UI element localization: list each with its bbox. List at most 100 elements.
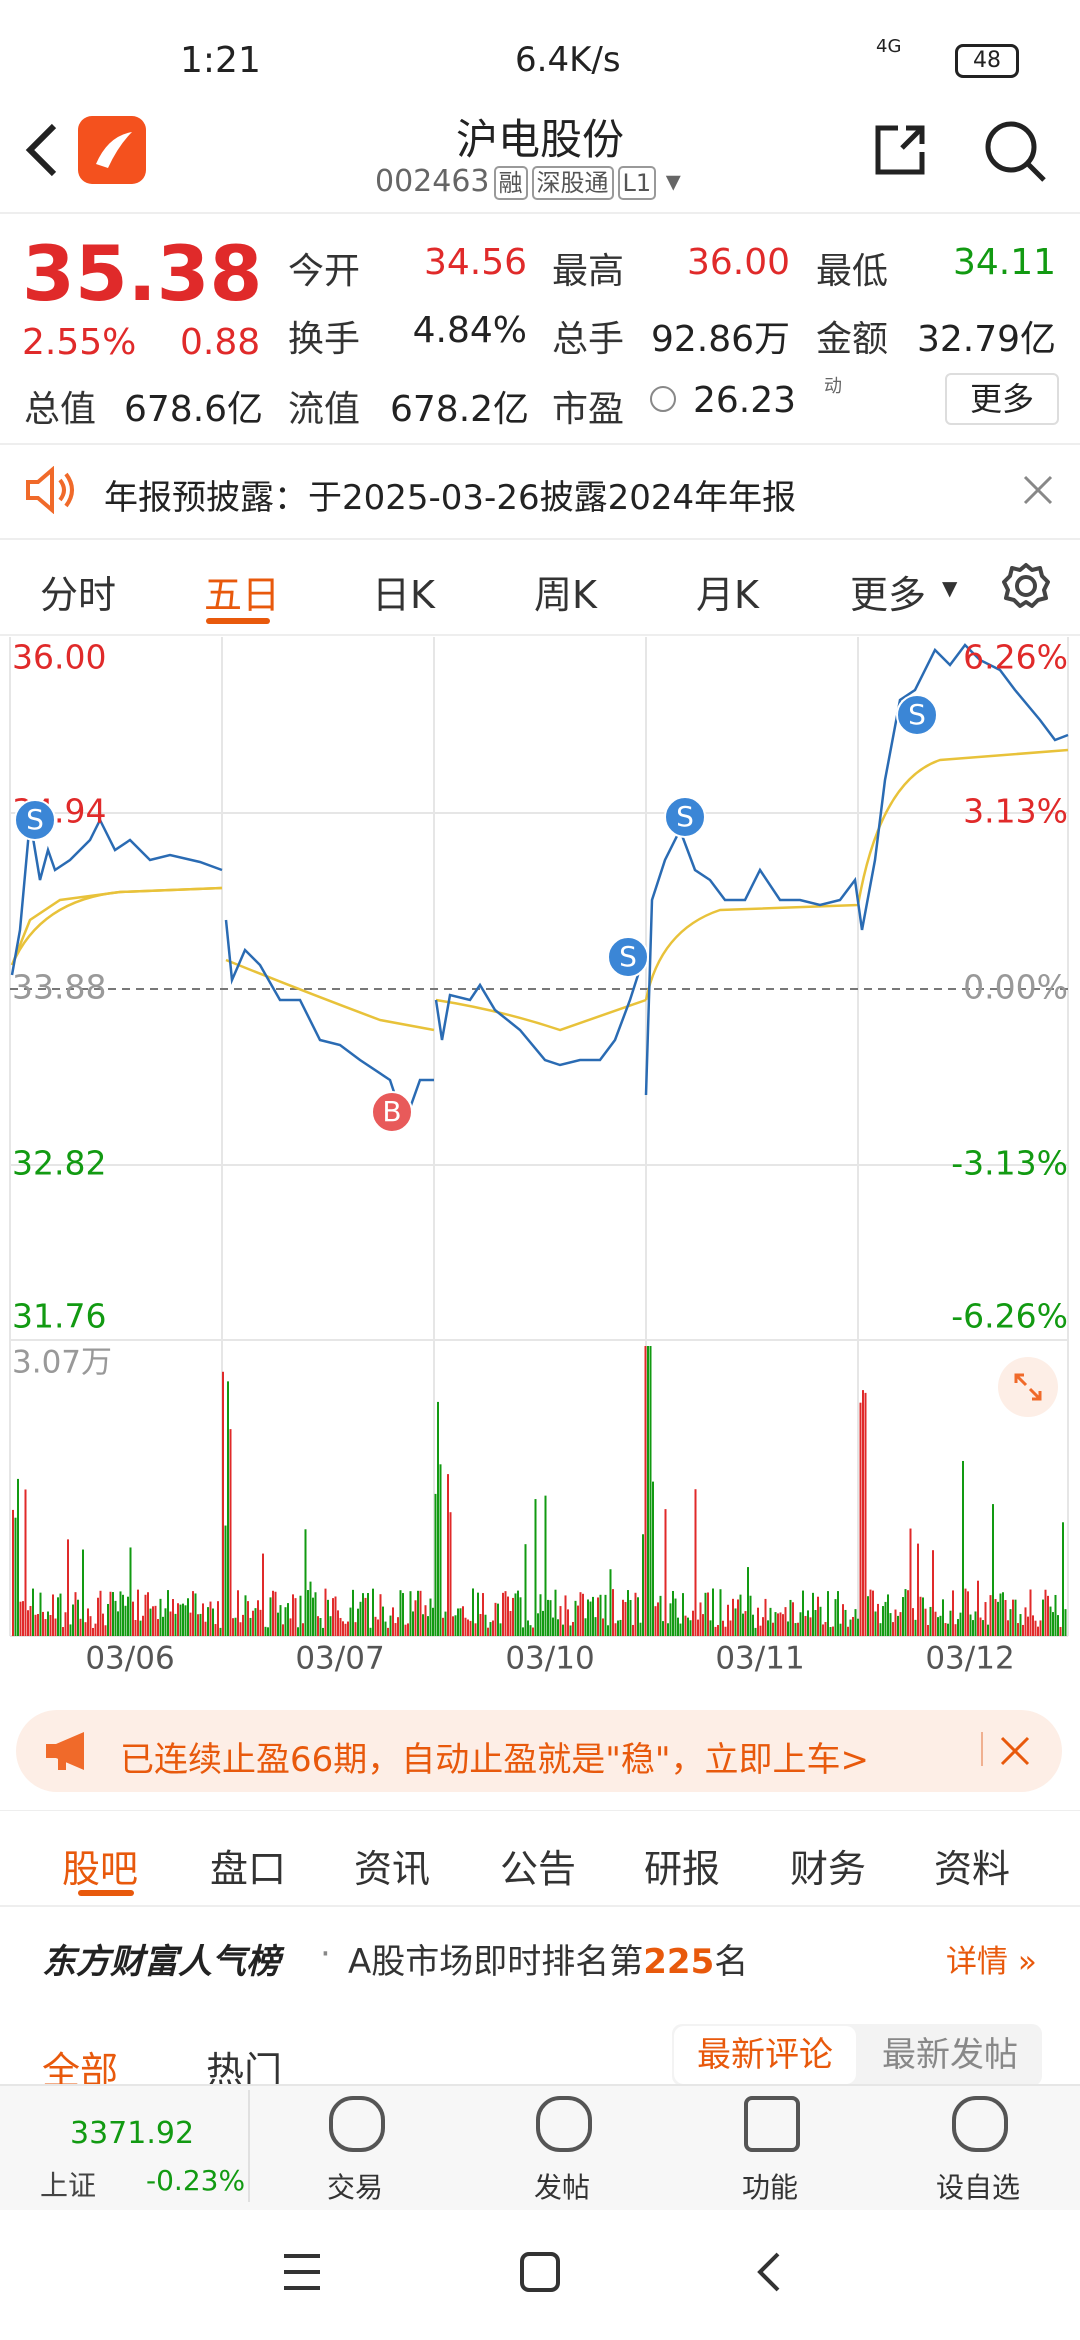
detail-text[interactable]: 详情	[946, 1944, 1008, 1980]
volume-bar	[87, 1608, 89, 1636]
chart-tab[interactable]: 五日	[204, 573, 281, 617]
volume-bar	[964, 1588, 967, 1636]
volume-bar	[719, 1589, 722, 1636]
notice-close[interactable]	[1022, 474, 1054, 506]
expand-button[interactable]	[996, 1355, 1060, 1419]
volume-bar	[837, 1591, 839, 1636]
promo-close[interactable]	[1000, 1736, 1030, 1766]
nav-icon[interactable]	[329, 2096, 385, 2152]
volume-bar	[862, 1390, 864, 1636]
volume-bar	[659, 1595, 662, 1636]
index-change[interactable]: -0.23%	[146, 2164, 246, 2197]
search-button[interactable]	[982, 118, 1048, 184]
volume-bar	[922, 1597, 924, 1636]
volume-bar	[167, 1590, 169, 1636]
promo-banner[interactable]	[16, 1710, 1062, 1792]
volume-bar	[937, 1617, 939, 1636]
chart-tab[interactable]: 周K	[534, 573, 597, 617]
system-nav[interactable]	[280, 2250, 800, 2294]
sort-tab[interactable]: 最新发帖	[882, 2035, 1018, 2075]
price-chart[interactable]: 36.0034.9433.8832.8231.766.26%3.13%0.00%…	[0, 634, 1080, 1704]
volume-bar	[657, 1602, 659, 1636]
volume-bar	[32, 1588, 34, 1636]
date-label: 03/10	[505, 1641, 594, 1677]
volume-bar	[487, 1627, 489, 1636]
volume-bar	[502, 1592, 504, 1636]
volume-bar	[67, 1539, 69, 1636]
volume-bar	[517, 1590, 519, 1636]
volume-bar	[282, 1624, 284, 1636]
volume-bar	[1044, 1589, 1047, 1636]
info-tab[interactable]: 股吧	[62, 1847, 139, 1891]
settings-button[interactable]	[1002, 562, 1050, 610]
index-name[interactable]: 上证	[40, 2169, 97, 2202]
info-tab[interactable]: 资料	[934, 1847, 1011, 1891]
chart-tab[interactable]: 分时	[40, 573, 117, 617]
nav-label[interactable]: 功能	[741, 2171, 798, 2204]
back-button[interactable]	[20, 120, 64, 180]
nav-label[interactable]: 设自选	[935, 2171, 1020, 2204]
info-tab[interactable]: 资讯	[354, 1847, 431, 1891]
volume-bar	[107, 1603, 109, 1636]
pct-label: 6.26%	[963, 638, 1068, 677]
volume-bar	[69, 1624, 72, 1636]
pct-label: 0.00%	[963, 968, 1068, 1007]
nav-icon[interactable]	[952, 2096, 1008, 2152]
date-label: 03/07	[295, 1641, 384, 1677]
volume-bar	[582, 1593, 584, 1636]
volume-bar	[1012, 1599, 1014, 1636]
volume-bar	[864, 1392, 867, 1636]
volume-bar	[272, 1590, 274, 1636]
volume-bar	[392, 1607, 394, 1636]
volume-bar	[619, 1619, 622, 1636]
volume-bar	[1027, 1616, 1029, 1636]
info-tab[interactable]: 财务	[790, 1847, 867, 1891]
volume-bar	[102, 1613, 104, 1636]
volume-bar	[1057, 1615, 1059, 1636]
volume-bar	[644, 1346, 647, 1636]
volume-bar	[539, 1594, 542, 1636]
volume-bar	[827, 1591, 829, 1636]
volume-bar	[157, 1619, 159, 1636]
info-tab[interactable]: 公告	[500, 1847, 577, 1891]
info-tab[interactable]: 研报	[644, 1847, 721, 1891]
price: 35.38	[22, 229, 263, 318]
chart-tab[interactable]: 月K	[696, 573, 759, 617]
volume-bar	[114, 1600, 117, 1636]
volume-bar	[24, 1489, 27, 1636]
volume-bar	[737, 1599, 739, 1636]
index-value[interactable]: 3371.92	[70, 2116, 195, 2151]
volume-bar	[424, 1605, 427, 1636]
chart-tab[interactable]: 日K	[372, 573, 435, 617]
nav-icon[interactable]	[744, 2096, 800, 2152]
chart-tab[interactable]: 更多	[850, 573, 927, 617]
volume-bar	[307, 1590, 309, 1636]
nav-icon[interactable]	[536, 2096, 592, 2152]
nav-label[interactable]: 交易	[326, 2171, 383, 2204]
tag: 深股通	[531, 166, 614, 200]
info-tab[interactable]: 盘口	[210, 1847, 287, 1891]
volume-bar	[812, 1592, 814, 1636]
volume-bar	[547, 1599, 549, 1636]
nav-label[interactable]: 发帖	[533, 2171, 590, 2204]
volume-bar	[522, 1627, 524, 1636]
volume-bar	[1024, 1607, 1027, 1636]
promo-text[interactable]: 已连续止盈66期，自动止盈就是"稳"，立即上车>	[120, 1740, 870, 1780]
volume-bar	[352, 1589, 354, 1636]
volume-bar	[1004, 1600, 1007, 1636]
volume-bar	[279, 1605, 282, 1636]
notice-text[interactable]: 年报预披露：于2025-03-26披露2024年年报	[104, 478, 797, 518]
more-button[interactable]: 更多	[945, 373, 1059, 425]
volume-bar	[284, 1607, 287, 1636]
pct-label: 3.13%	[963, 792, 1068, 831]
volume-bar	[22, 1601, 24, 1636]
ranking-detail[interactable]: 详情 »	[946, 1944, 1037, 1980]
volume-bar	[789, 1599, 792, 1636]
share-button[interactable]	[872, 122, 928, 178]
volume-bar	[904, 1589, 907, 1636]
volume-bar	[822, 1624, 824, 1636]
sort-tab[interactable]: 最新评论	[674, 2026, 856, 2084]
volume-bar	[164, 1608, 167, 1636]
volume-bar	[239, 1622, 242, 1636]
